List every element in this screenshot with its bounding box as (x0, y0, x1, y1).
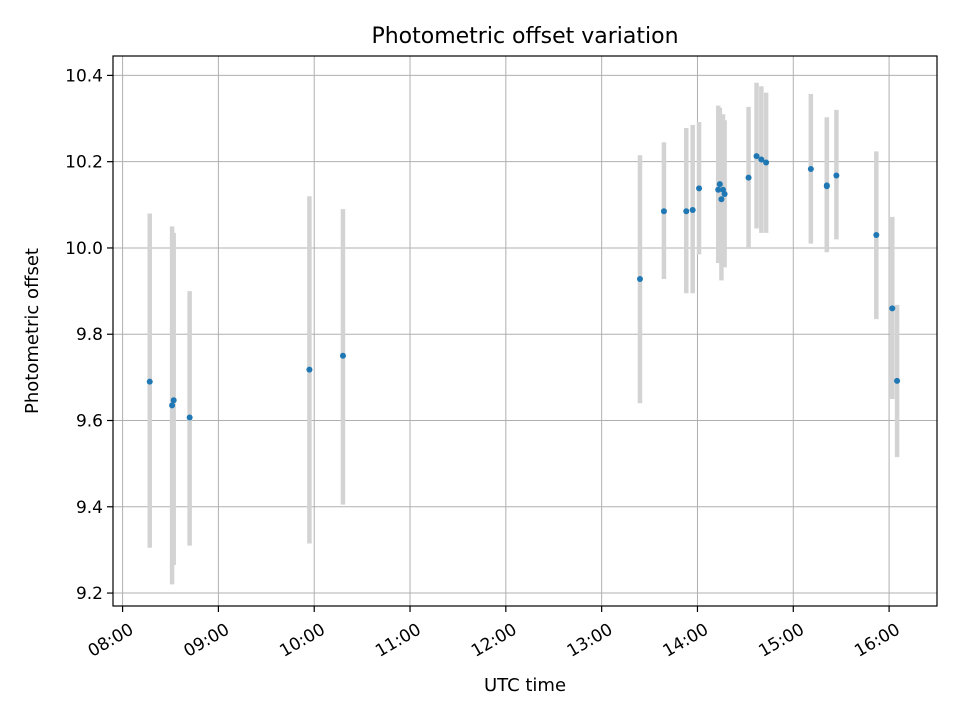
data-point (169, 402, 176, 409)
y-tick-label: 9.2 (76, 584, 103, 604)
data-point (683, 208, 690, 215)
data-point (745, 174, 752, 181)
data-point (715, 186, 722, 193)
x-axis-label: UTC time (484, 675, 566, 696)
data-point (753, 153, 760, 160)
data-point (170, 397, 177, 404)
chart-title: Photometric offset variation (371, 24, 678, 49)
data-point (873, 232, 880, 239)
data-point (807, 166, 814, 173)
y-tick-label: 10.4 (65, 66, 103, 86)
data-point (660, 208, 667, 215)
data-point (146, 378, 153, 385)
data-point (306, 366, 313, 373)
data-point (833, 172, 840, 179)
data-point (763, 159, 770, 166)
data-point (758, 156, 765, 163)
plot-frame (112, 55, 938, 607)
data-point (689, 207, 696, 213)
y-tick-label: 10.0 (65, 239, 103, 259)
data-point (716, 181, 723, 188)
data-point (636, 276, 643, 283)
data-point (721, 191, 728, 198)
y-tick-label: 9.8 (76, 325, 103, 345)
data-point (823, 182, 830, 189)
data-point (186, 414, 193, 421)
data-point (718, 196, 725, 203)
y-tick-label: 10.2 (65, 153, 103, 173)
y-tick-label: 9.4 (76, 498, 103, 518)
y-axis-ticks: 9.2 9.4 9.6 9.8 10.0 10.2 10.4 (65, 66, 113, 604)
y-tick-label: 9.6 (76, 412, 103, 432)
data-points (146, 153, 901, 421)
data-point (339, 352, 346, 359)
data-point (696, 185, 703, 192)
y-axis-label: Photometric offset (22, 248, 43, 414)
grid-lines (113, 56, 937, 606)
data-point (889, 305, 896, 312)
data-point (894, 377, 901, 384)
